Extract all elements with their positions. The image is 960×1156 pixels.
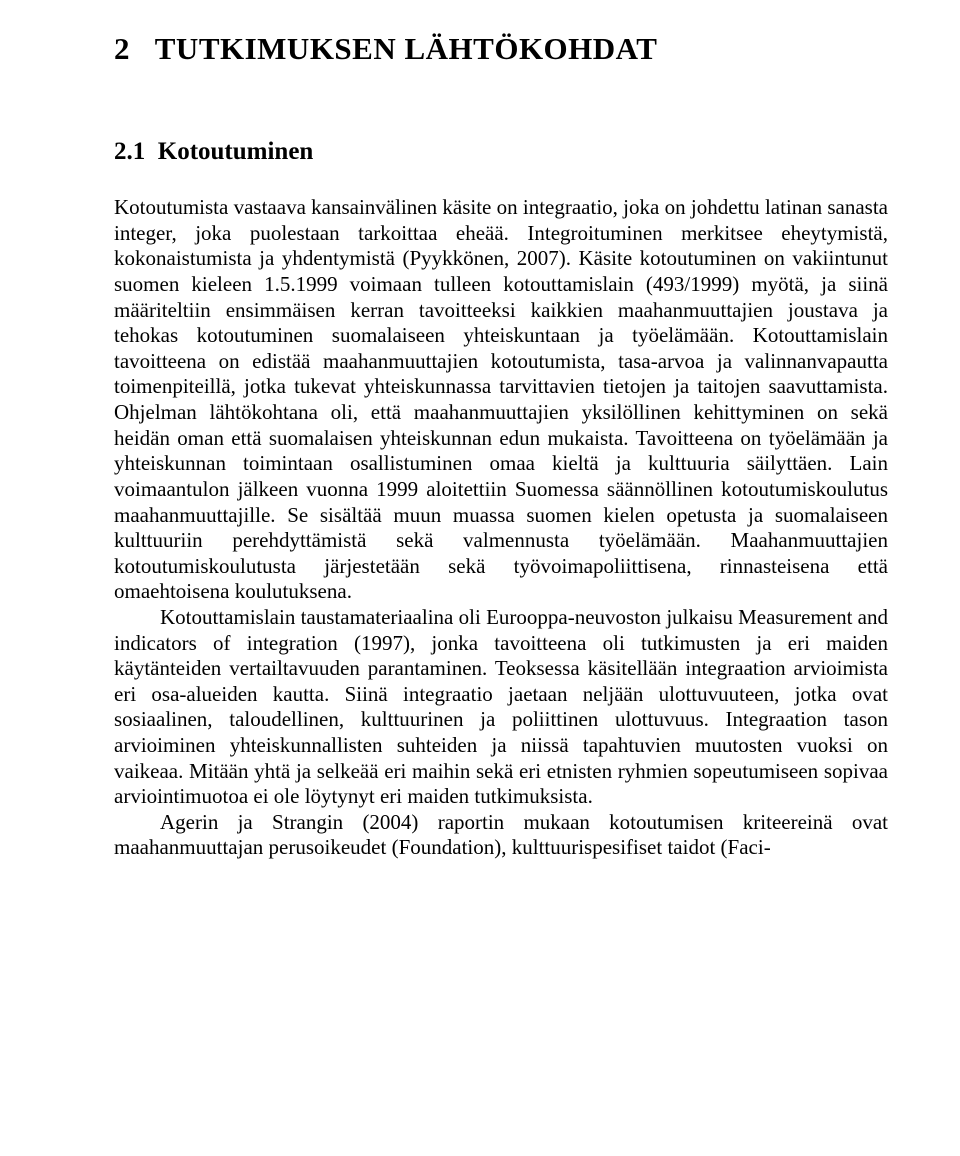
- body-paragraph: Kotoutumista vastaava kansainvälinen käs…: [114, 195, 888, 861]
- section-heading: 2.1 Kotoutuminen: [114, 137, 888, 167]
- document-page: 2 TUTKIMUKSEN LÄHTÖKOHDAT 2.1 Kotoutumin…: [0, 0, 960, 1156]
- chapter-heading: 2 TUTKIMUKSEN LÄHTÖKOHDAT: [114, 30, 888, 67]
- paragraph-1: Kotoutumista vastaava kansainvälinen käs…: [114, 195, 888, 603]
- section-title: Kotoutuminen: [158, 138, 314, 165]
- paragraph-3: Agerin ja Strangin (2004) raportin mukaa…: [114, 810, 888, 860]
- section-number: 2.1: [114, 138, 145, 165]
- paragraph-2: Kotouttamislain taustamateriaalina oli E…: [114, 605, 888, 808]
- chapter-number: 2: [114, 31, 130, 66]
- chapter-title: TUTKIMUKSEN LÄHTÖKOHDAT: [155, 31, 658, 66]
